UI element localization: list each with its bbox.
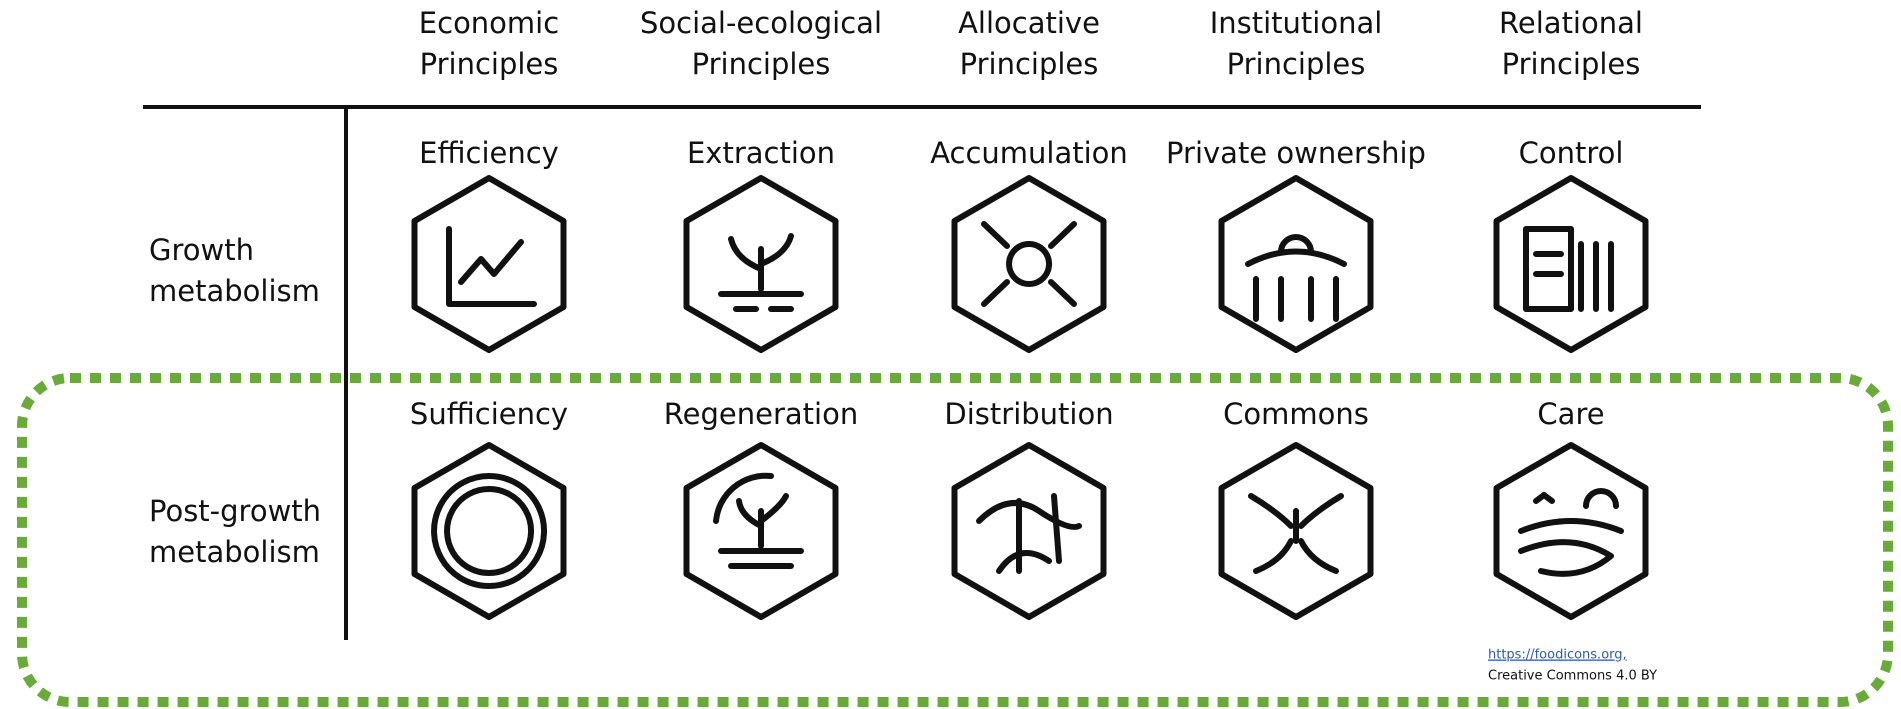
column-header: Principles [1502, 47, 1641, 81]
icon [1493, 442, 1649, 620]
icon-hexagon [951, 442, 1107, 620]
icon [1218, 442, 1374, 620]
icon [683, 442, 839, 620]
icon-hexagon [1493, 442, 1649, 620]
icon-glyph [976, 493, 1082, 574]
row-label: metabolism [149, 274, 320, 308]
cell-label: Efficiency [419, 136, 559, 170]
row-label: Post-growth [149, 494, 321, 528]
icon-glyph [446, 226, 537, 307]
cell-label: Distribution [944, 397, 1113, 431]
column-header: Allocative [958, 6, 1100, 40]
icon-glyph [1523, 226, 1614, 312]
icon-glyph [713, 472, 804, 569]
icon-glyph [1518, 488, 1624, 577]
icon-glyph [1245, 234, 1347, 322]
icon-hexagon [951, 175, 1107, 353]
icon-hexagon [411, 175, 567, 353]
cell-label: Care [1537, 397, 1604, 431]
icon-glyph [431, 473, 548, 589]
license: Creative Commons 4.0 BY [1488, 669, 1657, 684]
cell-label: Sufficiency [410, 397, 568, 431]
column-header: Institutional [1210, 6, 1383, 40]
icon [411, 175, 567, 353]
column-header: Relational [1499, 6, 1643, 40]
column-header: Principles [1227, 47, 1366, 81]
cell-label: Control [1519, 136, 1624, 170]
icon-hexagon [1493, 175, 1649, 353]
column-header: Economic [419, 6, 559, 40]
column-header: Social-ecological [640, 6, 882, 40]
row-label: metabolism [149, 535, 320, 569]
icon-hexagon [1218, 175, 1374, 353]
column-header: Principles [960, 47, 1099, 81]
icon [1493, 175, 1649, 353]
icon [683, 175, 839, 353]
icon-hexagon [1218, 442, 1374, 620]
icon [1218, 175, 1374, 353]
icon-glyph [718, 233, 804, 312]
source-link[interactable]: https://foodicons.org, [1488, 648, 1627, 663]
cell-label: Commons [1223, 397, 1369, 431]
icon-hexagon [411, 442, 567, 620]
highlight-box [17, 373, 1893, 707]
cell-label: Private ownership [1166, 136, 1426, 170]
icon [411, 442, 567, 620]
icon-glyph [981, 221, 1077, 307]
cell-label: Regeneration [664, 397, 858, 431]
cell-label: Accumulation [930, 136, 1128, 170]
icon-glyph [1248, 493, 1344, 574]
column-header: Principles [420, 47, 559, 81]
column-header: Principles [692, 47, 831, 81]
icon [951, 175, 1107, 353]
icon-hexagon [683, 175, 839, 353]
icon-hexagon [683, 442, 839, 620]
icon [951, 442, 1107, 620]
row-label: Growth [149, 233, 254, 267]
cell-label: Extraction [687, 136, 835, 170]
